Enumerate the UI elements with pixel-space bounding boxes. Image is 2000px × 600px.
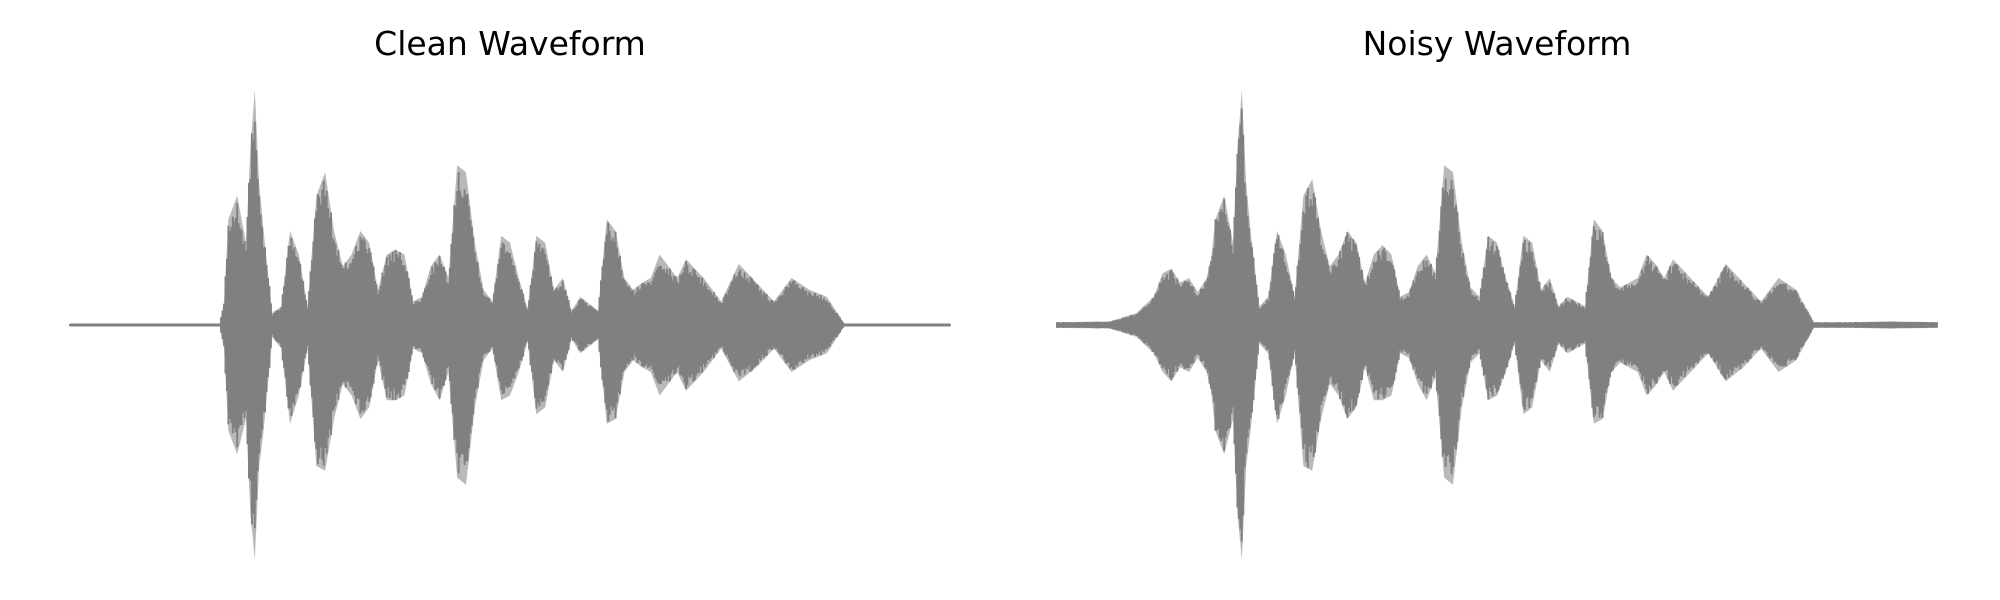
waveform-series	[1056, 108, 1938, 542]
noisy-waveform-title: Noisy Waveform	[1362, 24, 1632, 63]
clean-waveform-panel: Clean Waveform	[69, 0, 951, 600]
noisy-waveform-panel: Noisy Waveform	[1056, 0, 1938, 600]
waveform-series	[69, 121, 951, 529]
clean-waveform-title: Clean Waveform	[374, 24, 646, 63]
noisy-waveform-plot	[1056, 90, 1938, 560]
clean-waveform-plot	[69, 90, 951, 560]
